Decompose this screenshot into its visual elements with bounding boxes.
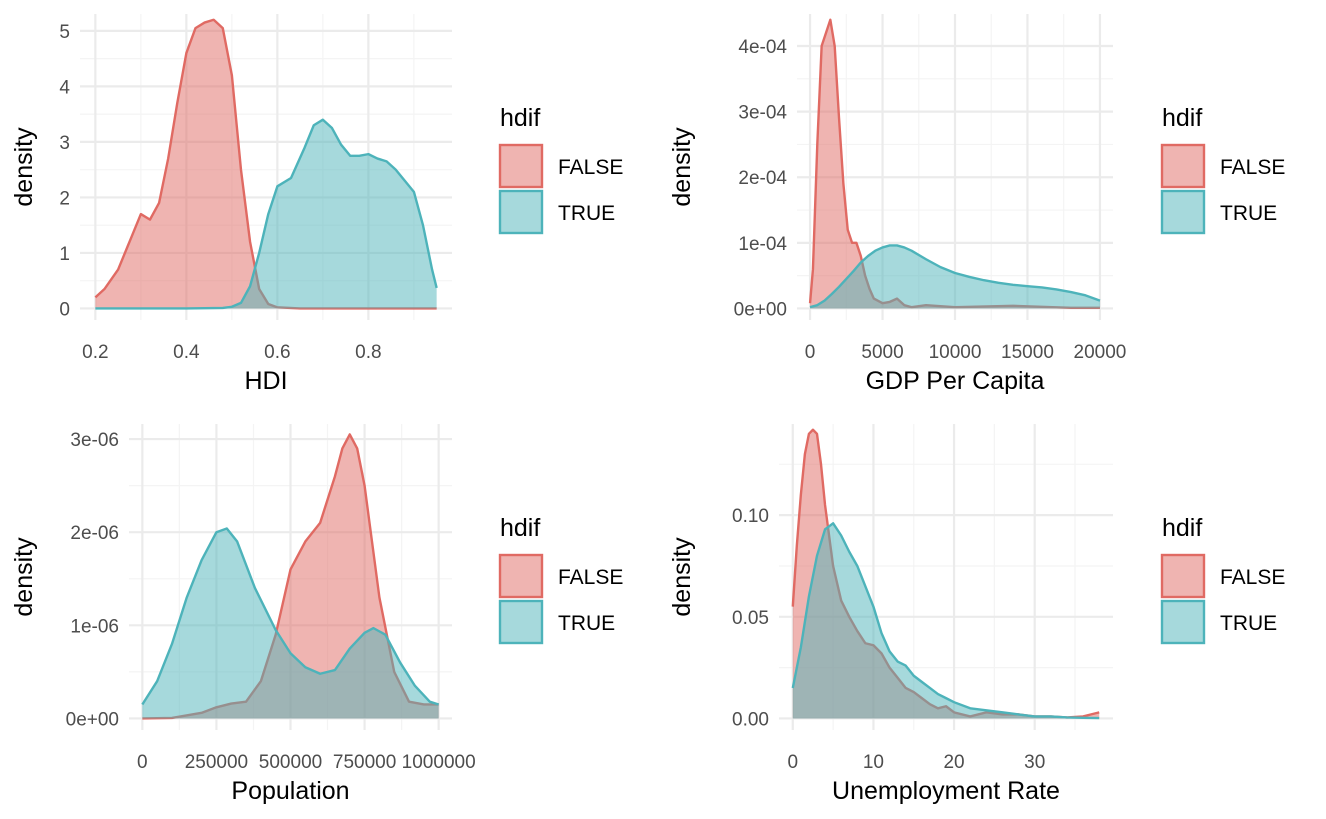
x-tick-label: 15000 — [1001, 342, 1054, 363]
legend-title: hdif — [1162, 104, 1202, 132]
x-tick-label: 250000 — [185, 752, 248, 773]
x-tick-label: 0 — [787, 752, 798, 773]
legend-label-false: FALSE — [558, 566, 623, 589]
y-tick-label: 2 — [59, 188, 70, 209]
legend-label-false: FALSE — [1220, 156, 1285, 179]
legend: hdif FALSE TRUE — [498, 104, 623, 235]
x-tick-label: 0.2 — [82, 342, 108, 363]
y-tick-label: 4 — [59, 77, 70, 98]
y-tick-label: 2e-06 — [70, 523, 119, 544]
y-tick-label: 1e-04 — [738, 234, 787, 255]
legend-label-true: TRUE — [558, 202, 615, 225]
y-tick-label: 0.00 — [732, 709, 769, 730]
x-tick-label: 30 — [1024, 752, 1045, 773]
density-area-false — [810, 19, 1100, 309]
legend-label-true: TRUE — [558, 612, 615, 635]
legend-key-true — [498, 599, 544, 645]
panel-3: 0 250000 500000 750000 1000000 0e+00 1e-06 2e-0… — [10, 424, 623, 805]
legend-key-true — [1160, 599, 1206, 645]
density-line-true — [809, 244, 1101, 309]
y-tick-label: 0e+00 — [66, 709, 119, 730]
legend: hdif FALSE TRUE — [498, 514, 623, 645]
density-area-true — [142, 528, 439, 719]
x-tick-label: 10 — [863, 752, 884, 773]
x-tick-label: 20000 — [1074, 342, 1127, 363]
density-line-true — [791, 522, 1100, 720]
x-tick-label: 500000 — [259, 752, 322, 773]
legend-key-false — [1160, 143, 1206, 189]
y-axis-title: density — [668, 537, 696, 617]
x-tick-label: 20 — [943, 752, 964, 773]
y-tick-label: 5 — [59, 22, 70, 43]
density-area-false — [95, 19, 437, 309]
legend-title: hdif — [500, 104, 540, 132]
x-axis-title: HDI — [244, 367, 287, 395]
x-tick-label: 0.8 — [355, 342, 381, 363]
panel-1: 0.2 0.4 0.6 0.8 0 1 2 3 4 5 HDI density hdif FALSE TRU… — [10, 14, 623, 395]
legend: hdif FALSE TRUE — [1160, 514, 1285, 645]
y-tick-label: 1e-06 — [70, 616, 119, 637]
legend-label-false: FALSE — [558, 156, 623, 179]
legend-title: hdif — [500, 514, 540, 542]
density-area-true — [792, 523, 1100, 719]
legend-label-true: TRUE — [1220, 612, 1277, 635]
x-tick-label: 0 — [137, 752, 148, 773]
panel-4: 0 10 20 30 0.00 0.05 0.10 Unemployment Rate dens… — [668, 424, 1285, 805]
legend-key-false — [498, 553, 544, 599]
y-tick-label: 2e-04 — [738, 168, 787, 189]
y-tick-label: 0 — [59, 299, 70, 320]
panel-2: 0 5000 10000 15000 20000 0e+00 1e-04 2e-04 3e-04… — [668, 14, 1285, 395]
y-tick-label: 3e-04 — [738, 103, 787, 124]
y-tick-label: 0.05 — [732, 608, 769, 629]
density-area-true — [95, 119, 437, 309]
density-area-true — [810, 245, 1100, 309]
x-tick-label: 0.4 — [173, 342, 200, 363]
density-line-false — [94, 18, 437, 310]
density-line-true — [95, 118, 438, 310]
x-tick-label: 0.6 — [264, 342, 290, 363]
x-tick-label: 0 — [805, 342, 816, 363]
density-line-true — [141, 527, 440, 706]
legend-key-false — [498, 143, 544, 189]
x-axis-title: Unemployment Rate — [832, 777, 1060, 805]
x-tick-label: 5000 — [861, 342, 903, 363]
y-tick-label: 0.10 — [732, 506, 769, 527]
x-tick-label: 10000 — [929, 342, 982, 363]
y-tick-label: 3 — [59, 133, 70, 154]
legend-title: hdif — [1162, 514, 1202, 542]
y-axis-title: density — [668, 127, 696, 207]
y-tick-label: 4e-04 — [738, 37, 787, 58]
legend-key-true — [1160, 189, 1206, 235]
y-axis-title: density — [10, 127, 38, 207]
y-tick-label: 3e-06 — [70, 430, 119, 451]
x-axis-title: Population — [231, 777, 349, 805]
y-tick-label: 1 — [59, 244, 70, 265]
legend-key-false — [1160, 553, 1206, 599]
legend-label-true: TRUE — [1220, 202, 1277, 225]
x-tick-label: 750000 — [333, 752, 396, 773]
x-axis-title: GDP Per Capita — [866, 367, 1045, 395]
legend-key-true — [498, 189, 544, 235]
x-tick-label: 1000000 — [402, 752, 476, 773]
y-axis-title: density — [10, 537, 38, 617]
legend-label-false: FALSE — [1220, 566, 1285, 589]
y-tick-label: 0e+00 — [734, 299, 787, 320]
legend: hdif FALSE TRUE — [1160, 104, 1285, 235]
